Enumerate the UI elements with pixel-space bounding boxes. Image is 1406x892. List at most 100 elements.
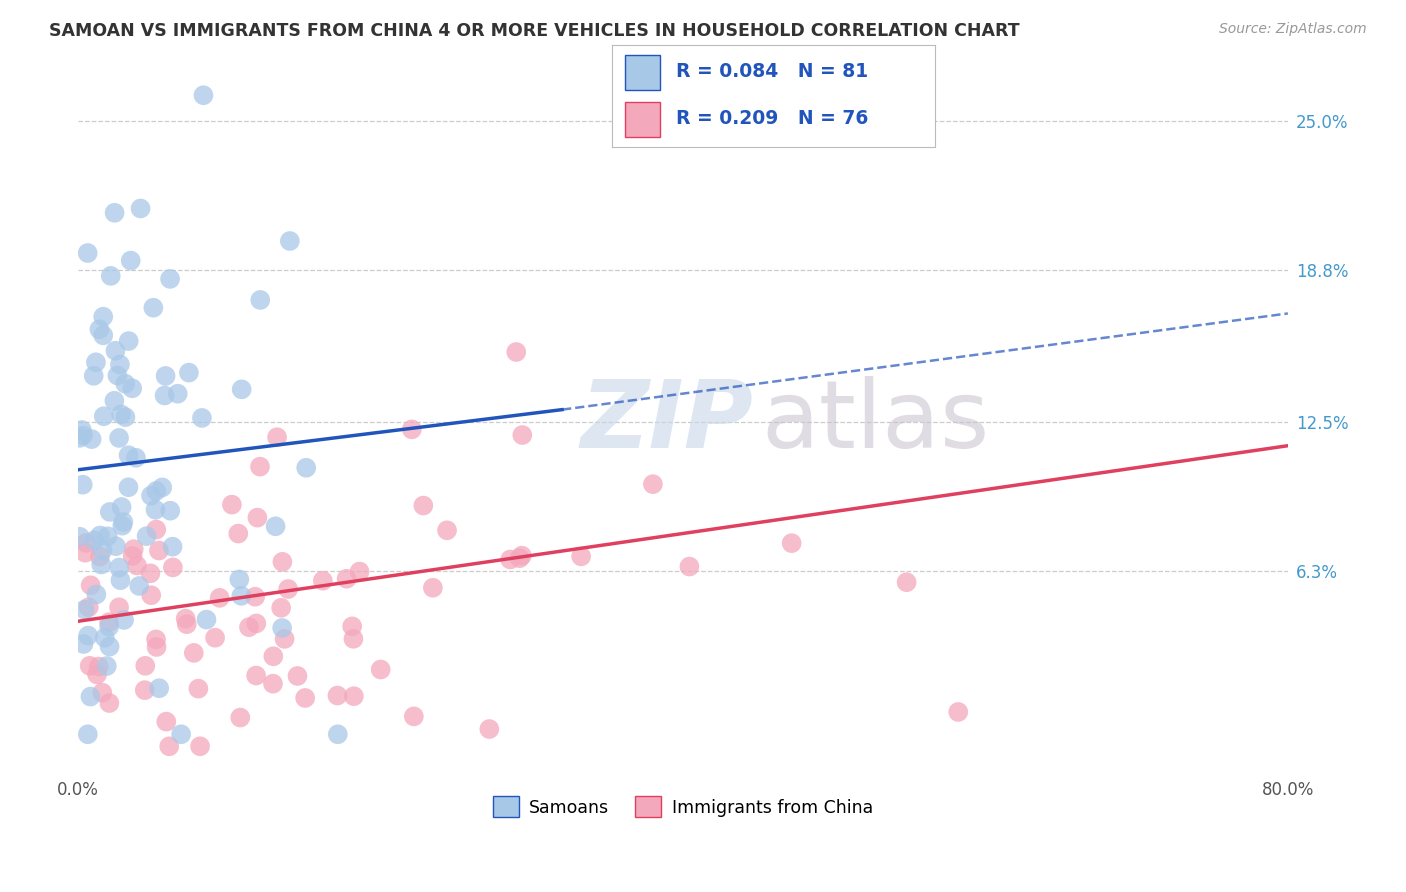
Point: [505, 345, 527, 359]
Point: [120, 253, 142, 268]
Point: [174, 612, 197, 626]
Point: [76, 246, 98, 260]
Point: [273, 632, 295, 646]
Point: [402, 709, 425, 723]
Point: [104, 539, 127, 553]
Point: [349, 565, 371, 579]
Point: [145, 640, 167, 654]
Point: [141, 588, 163, 602]
Point: [342, 632, 364, 646]
Point: [228, 573, 250, 587]
Point: [499, 552, 522, 566]
Point: [114, 376, 136, 391]
Point: [89, 549, 111, 564]
Point: [110, 500, 132, 514]
Point: [84, 355, 107, 369]
Point: [231, 589, 253, 603]
Point: [129, 202, 152, 216]
Point: [221, 498, 243, 512]
Point: [134, 683, 156, 698]
Point: [96, 659, 118, 673]
Point: [98, 505, 121, 519]
Point: [125, 450, 148, 465]
Point: [76, 727, 98, 741]
Point: [112, 515, 135, 529]
Point: [896, 575, 918, 590]
Point: [287, 669, 309, 683]
Point: [105, 368, 128, 383]
Point: [98, 620, 121, 634]
Point: [157, 739, 180, 754]
Point: [340, 619, 363, 633]
Point: [70, 423, 93, 437]
Point: [262, 649, 284, 664]
Point: [91, 328, 114, 343]
Point: [87, 659, 110, 673]
Point: [166, 386, 188, 401]
Point: [478, 722, 501, 736]
Point: [73, 602, 96, 616]
Point: [148, 543, 170, 558]
Point: [208, 591, 231, 605]
Bar: [624, 55, 661, 90]
Point: [780, 536, 803, 550]
Point: [111, 518, 134, 533]
Point: [69, 530, 91, 544]
Point: [112, 613, 135, 627]
Point: [69, 431, 91, 445]
Text: R = 0.084   N = 81: R = 0.084 N = 81: [676, 62, 869, 81]
Point: [89, 322, 111, 336]
Point: [948, 705, 970, 719]
Point: [135, 529, 157, 543]
Text: Source: ZipAtlas.com: Source: ZipAtlas.com: [1219, 22, 1367, 37]
Point: [412, 499, 434, 513]
Point: [108, 560, 131, 574]
Text: SAMOAN VS IMMIGRANTS FROM CHINA 4 OR MORE VEHICLES IN HOUSEHOLD CORRELATION CHAR: SAMOAN VS IMMIGRANTS FROM CHINA 4 OR MOR…: [49, 22, 1019, 40]
Point: [108, 358, 131, 372]
Point: [121, 549, 143, 563]
Point: [79, 658, 101, 673]
Point: [183, 646, 205, 660]
Point: [103, 393, 125, 408]
Point: [270, 600, 292, 615]
Point: [370, 663, 392, 677]
Point: [75, 546, 97, 560]
Point: [159, 504, 181, 518]
Point: [148, 681, 170, 696]
Point: [162, 560, 184, 574]
Point: [145, 483, 167, 498]
Point: [229, 710, 252, 724]
Point: [75, 536, 97, 550]
Point: [264, 519, 287, 533]
Point: [271, 555, 294, 569]
Point: [139, 566, 162, 581]
Point: [139, 489, 162, 503]
Point: [238, 620, 260, 634]
Point: [100, 268, 122, 283]
Point: [155, 368, 177, 383]
Point: [91, 543, 114, 558]
Point: [187, 681, 209, 696]
Point: [246, 510, 269, 524]
Point: [336, 572, 359, 586]
Point: [294, 690, 316, 705]
Point: [326, 689, 349, 703]
Point: [509, 551, 531, 566]
Point: [118, 334, 141, 348]
Point: [266, 430, 288, 444]
Point: [436, 523, 458, 537]
Point: [159, 272, 181, 286]
Point: [176, 617, 198, 632]
Point: [97, 529, 120, 543]
Point: [91, 310, 114, 324]
Point: [262, 676, 284, 690]
Point: [110, 407, 132, 421]
Point: [295, 460, 318, 475]
Point: [162, 540, 184, 554]
Point: [83, 368, 105, 383]
Point: [91, 686, 114, 700]
Point: [422, 581, 444, 595]
Point: [98, 640, 121, 654]
Point: [326, 727, 349, 741]
Point: [271, 621, 294, 635]
